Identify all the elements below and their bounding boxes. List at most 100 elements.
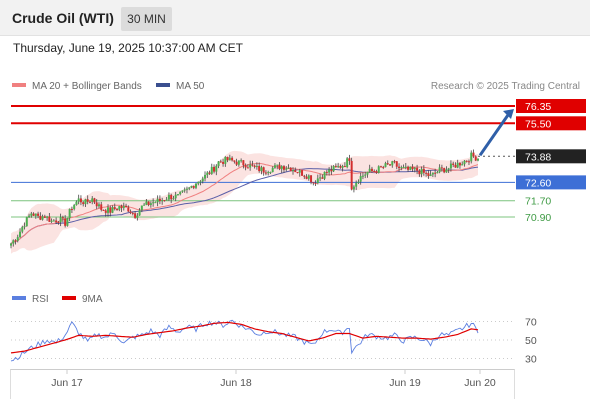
9ma-swatch bbox=[62, 296, 76, 301]
candle bbox=[215, 164, 218, 176]
candle bbox=[382, 165, 385, 170]
candle bbox=[219, 159, 222, 163]
page-title: Crude Oil (WTI) bbox=[12, 10, 114, 26]
candle bbox=[310, 175, 313, 185]
candle bbox=[456, 159, 459, 169]
candle bbox=[183, 187, 186, 193]
candle bbox=[289, 167, 292, 172]
candle bbox=[321, 174, 324, 179]
candle bbox=[199, 180, 202, 186]
candle bbox=[355, 180, 358, 190]
candle bbox=[129, 209, 132, 215]
candle bbox=[84, 198, 87, 207]
candle bbox=[477, 158, 479, 162]
candle bbox=[37, 211, 40, 219]
candle bbox=[334, 163, 337, 168]
candle bbox=[14, 239, 17, 245]
rsi-series-1 bbox=[10, 321, 479, 354]
candle bbox=[368, 164, 371, 173]
candle bbox=[237, 160, 240, 167]
candle bbox=[307, 174, 310, 181]
legend-ma20-label: MA 20 + Bollinger Bands bbox=[32, 81, 142, 92]
candle bbox=[206, 171, 209, 178]
candle bbox=[285, 166, 288, 172]
candle bbox=[379, 165, 382, 168]
candle bbox=[352, 185, 355, 193]
candle bbox=[294, 167, 297, 173]
candle bbox=[364, 171, 367, 179]
x-tick-label: Jun 19 bbox=[389, 377, 421, 389]
candle bbox=[161, 197, 164, 205]
candle bbox=[400, 165, 403, 171]
candle bbox=[21, 225, 24, 234]
candle bbox=[93, 197, 96, 205]
candle bbox=[131, 211, 134, 216]
candle bbox=[208, 170, 211, 175]
candle bbox=[122, 202, 125, 211]
candle bbox=[107, 204, 110, 217]
candle bbox=[443, 167, 446, 174]
level-label-5: 70.90 bbox=[525, 212, 551, 224]
candle bbox=[292, 167, 295, 175]
candle bbox=[12, 239, 15, 247]
candle bbox=[346, 156, 349, 169]
candle bbox=[411, 164, 414, 172]
candle bbox=[420, 166, 423, 178]
candle bbox=[249, 160, 252, 171]
candle bbox=[176, 194, 179, 196]
candle bbox=[201, 176, 204, 184]
candle bbox=[255, 162, 258, 170]
candle bbox=[440, 164, 443, 172]
candle bbox=[224, 156, 227, 167]
candle bbox=[34, 213, 37, 219]
candle bbox=[445, 166, 448, 173]
candle bbox=[452, 161, 455, 168]
candle bbox=[470, 150, 473, 164]
candle bbox=[436, 171, 439, 174]
candle bbox=[158, 195, 161, 205]
candle bbox=[32, 212, 35, 216]
candle bbox=[163, 200, 166, 202]
candle bbox=[28, 213, 31, 219]
candle bbox=[287, 164, 290, 170]
candle bbox=[213, 164, 216, 174]
candle bbox=[192, 185, 195, 190]
candle bbox=[282, 165, 285, 173]
level-tag-3 bbox=[516, 175, 586, 190]
chart-datetime: Thursday, June 19, 2025 10:37:00 AM CET bbox=[13, 41, 243, 55]
candle bbox=[461, 161, 464, 166]
header-bar: Crude Oil (WTI) 30 MIN bbox=[0, 0, 590, 36]
candle bbox=[167, 192, 170, 202]
candle bbox=[328, 167, 331, 176]
candle bbox=[350, 157, 353, 191]
candle bbox=[319, 173, 322, 182]
ma20-swatch bbox=[12, 83, 26, 88]
candle bbox=[61, 215, 64, 223]
candle bbox=[398, 163, 401, 173]
level-tag-1 bbox=[516, 116, 586, 131]
legend-ma20: MA 20 + Bollinger Bands bbox=[12, 81, 142, 92]
candle bbox=[226, 156, 229, 163]
candle bbox=[280, 165, 283, 173]
candle bbox=[118, 205, 121, 212]
candle bbox=[348, 154, 351, 165]
timeframe-button[interactable]: 30 MIN bbox=[121, 7, 172, 31]
candle bbox=[332, 165, 335, 173]
candle bbox=[190, 185, 193, 189]
candle bbox=[204, 171, 207, 182]
rsi-tick-30: 30 bbox=[525, 354, 537, 366]
candle bbox=[143, 202, 146, 206]
forecast-arrow-head bbox=[503, 109, 514, 119]
candle bbox=[246, 164, 249, 169]
x-tick-label: Jun 20 bbox=[464, 377, 496, 389]
candle bbox=[314, 180, 317, 186]
candle bbox=[64, 215, 67, 228]
rsi-tick-50: 50 bbox=[525, 335, 537, 347]
candle bbox=[82, 201, 85, 207]
candle bbox=[391, 160, 394, 168]
candle bbox=[52, 219, 55, 222]
candle bbox=[359, 172, 362, 185]
candle bbox=[395, 160, 398, 170]
candle bbox=[402, 164, 405, 169]
